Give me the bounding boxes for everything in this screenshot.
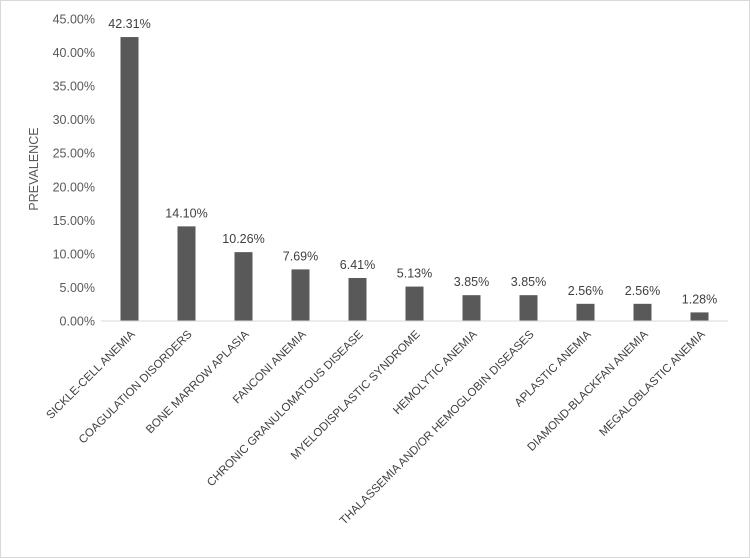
category-label: THALASSEMIA AND/OR HEMOGLOBIN DISEASES bbox=[338, 328, 537, 527]
category-label: COAGULATION DISORDERS bbox=[77, 328, 195, 446]
category-label: DIAMOND-BLACKFAN ANEMIA bbox=[526, 328, 651, 453]
y-tick-label: 40.00% bbox=[53, 46, 95, 60]
y-tick-label: 20.00% bbox=[53, 180, 95, 194]
bar bbox=[576, 303, 595, 321]
bar bbox=[519, 295, 538, 321]
y-axis-title: PREVALENCE bbox=[27, 127, 41, 210]
bar bbox=[234, 252, 253, 321]
category-label: MYELODISPLASTIC SYNDROME bbox=[289, 328, 423, 462]
bar bbox=[348, 277, 367, 321]
bar bbox=[462, 295, 481, 321]
y-tick-label: 10.00% bbox=[53, 247, 95, 261]
bar-data-label: 7.69% bbox=[283, 249, 318, 263]
bar bbox=[405, 286, 424, 321]
bar-data-label: 10.26% bbox=[222, 232, 264, 246]
y-tick-label: 5.00% bbox=[60, 281, 95, 295]
y-tick-label: 45.00% bbox=[53, 13, 95, 27]
y-axis-ticks: 0.00% 5.00% 10.00% 15.00% 20.00% 25.00% 30.00%… bbox=[53, 13, 95, 329]
y-tick-label: 15.00% bbox=[53, 214, 95, 228]
bar-data-label: 42.31% bbox=[108, 17, 150, 31]
bar-data-label: 1.28% bbox=[682, 292, 717, 306]
bar bbox=[633, 303, 652, 321]
data-labels: 42.31% 14.10% 10.26% 7.69% 6.41% 5.13% 3.85% 3.… bbox=[108, 17, 717, 306]
bar-data-label: 2.56% bbox=[625, 284, 660, 298]
category-label: BONE MARROW APLASIA bbox=[144, 328, 252, 436]
bar-data-label: 14.10% bbox=[165, 206, 207, 220]
bar-data-label: 3.85% bbox=[511, 275, 546, 289]
bar-data-label: 5.13% bbox=[397, 267, 432, 281]
bar bbox=[177, 226, 196, 321]
category-label: MEGALOBLASTIC ANEMIA bbox=[597, 328, 707, 438]
bar-data-label: 2.56% bbox=[568, 284, 603, 298]
y-tick-label: 35.00% bbox=[53, 80, 95, 94]
y-tick-label: 25.00% bbox=[53, 147, 95, 161]
bar bbox=[120, 37, 139, 321]
bars bbox=[120, 37, 709, 321]
bar-data-label: 6.41% bbox=[340, 258, 375, 272]
bar bbox=[291, 269, 310, 321]
bar-data-label: 3.85% bbox=[454, 275, 489, 289]
y-tick-label: 30.00% bbox=[53, 113, 95, 127]
bar bbox=[690, 312, 709, 321]
y-tick-label: 0.00% bbox=[60, 315, 95, 329]
